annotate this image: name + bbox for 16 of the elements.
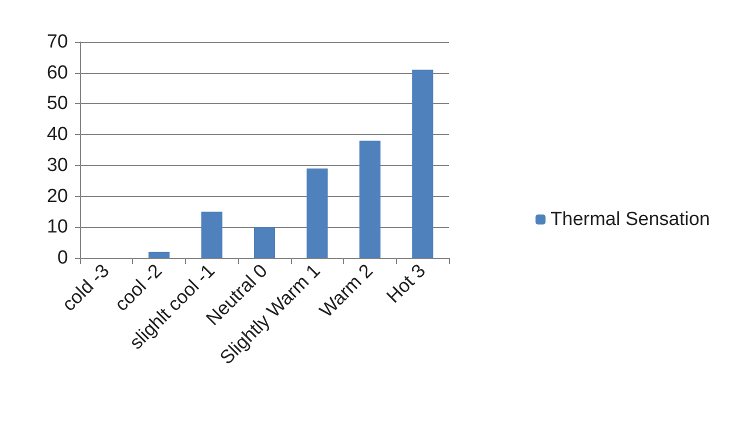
bar	[359, 140, 380, 258]
x-tick-label: Hot 3	[383, 260, 430, 308]
y-tick-label: 30	[46, 154, 68, 176]
y-tick-label: 40	[46, 124, 68, 146]
bar	[254, 227, 276, 258]
y-tick-label: 10	[46, 216, 68, 238]
y-tick-label: 50	[46, 93, 68, 114]
y-tick-label: 70	[46, 32, 68, 52]
y-tick-label: 60	[46, 62, 68, 84]
bar	[201, 212, 222, 258]
y-tick-label: 20	[46, 186, 68, 207]
bar	[306, 168, 328, 258]
legend-label: Thermal Sensation	[550, 209, 710, 230]
bar	[148, 252, 170, 258]
y-tick-label: 0	[57, 248, 68, 268]
bar	[412, 70, 434, 258]
